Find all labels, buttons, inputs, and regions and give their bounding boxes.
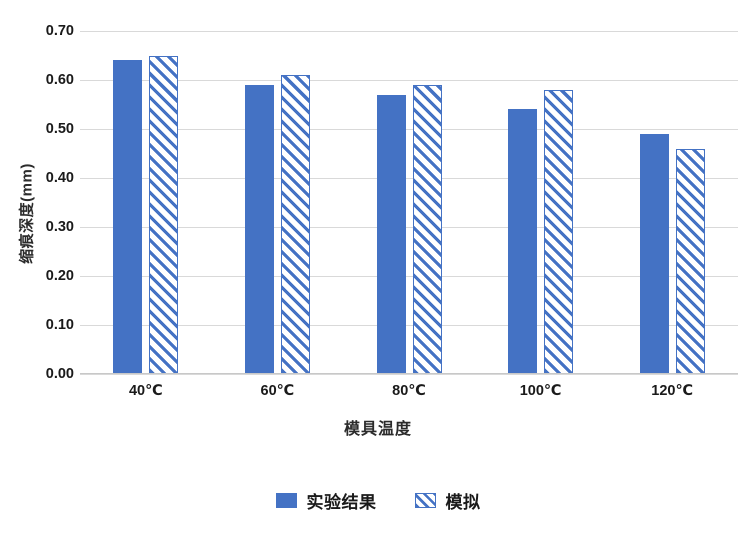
- y-tick-label: 0.70: [45, 23, 74, 39]
- bar-模拟-120℃: [675, 148, 705, 374]
- bar-实验结果-100℃: [508, 109, 538, 374]
- bar-实验结果-60℃: [244, 84, 274, 374]
- x-tick-label: 40℃: [128, 383, 163, 399]
- legend-swatch-icon: [275, 493, 297, 508]
- bar-实验结果-120℃: [639, 133, 669, 374]
- bar-实验结果-40℃: [113, 60, 143, 374]
- x-tick-label: 100℃: [519, 383, 562, 399]
- y-tick-label: 0.10: [45, 317, 74, 333]
- legend-item-实验结果[interactable]: 实验结果: [275, 488, 377, 513]
- gridline: [80, 227, 738, 228]
- legend-item-模拟[interactable]: 模拟: [414, 488, 481, 513]
- y-tick-label: 0.20: [45, 268, 74, 284]
- y-tick-label: 0.00: [45, 366, 74, 382]
- y-tick-label: 0.30: [45, 219, 74, 235]
- plot-area: [80, 31, 738, 375]
- gridline: [80, 276, 738, 277]
- legend-swatch-icon: [414, 493, 436, 508]
- legend-label: 实验结果: [306, 493, 377, 512]
- x-tick-label: 120℃: [651, 383, 694, 399]
- gridline: [80, 374, 738, 375]
- x-tick-label: 60℃: [260, 383, 295, 399]
- y-tick-label: 0.50: [45, 121, 74, 137]
- gridline: [80, 325, 738, 326]
- legend-label: 模拟: [445, 493, 481, 512]
- x-axis-line: [80, 373, 738, 374]
- x-axis-title: 模具温度: [343, 421, 412, 438]
- bar-实验结果-80℃: [376, 94, 406, 374]
- bar-模拟-100℃: [544, 89, 574, 374]
- x-tick-label: 80℃: [392, 383, 426, 399]
- y-tick-label: 0.40: [45, 170, 74, 186]
- gridline: [80, 31, 738, 32]
- gridline: [80, 178, 738, 179]
- y-tick-label: 0.60: [45, 72, 74, 88]
- x-axis-tick-labels: 40℃ 60℃ 80℃ 100℃ 120℃: [80, 0, 738, 533]
- chart-legend: 实验结果 模拟: [0, 488, 756, 513]
- gridline: [80, 129, 738, 130]
- y-axis-tick-labels: 0.00 0.10 0.20 0.30 0.40 0.50 0.60 0.70: [6, 0, 74, 533]
- gridline: [80, 80, 738, 81]
- bar-模拟-80℃: [412, 84, 442, 374]
